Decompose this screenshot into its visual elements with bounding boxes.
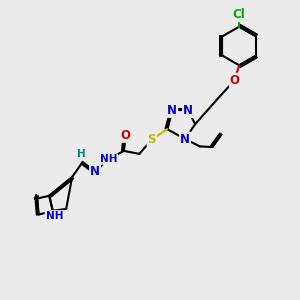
Text: NH: NH [46,211,63,221]
Text: N: N [90,165,100,178]
Text: S: S [148,133,156,146]
Text: NH: NH [100,154,117,164]
Text: O: O [230,74,240,87]
Text: N: N [183,104,193,117]
Text: N: N [167,104,177,117]
Text: O: O [120,129,130,142]
Text: Cl: Cl [233,8,245,21]
Text: N: N [180,133,190,146]
Text: H: H [77,149,85,159]
